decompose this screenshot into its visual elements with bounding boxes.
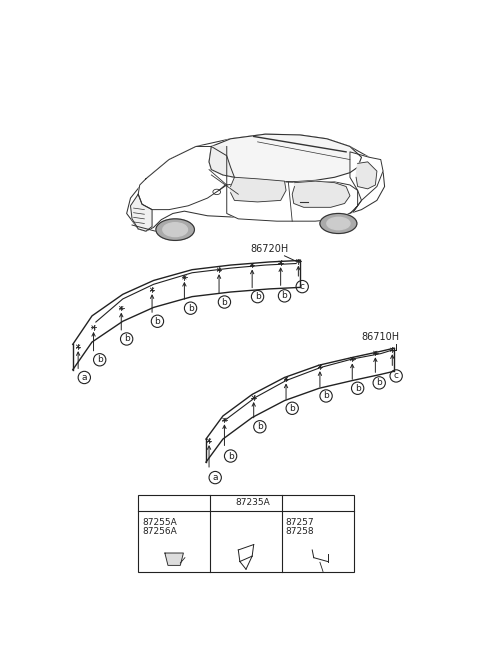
Text: b: b — [188, 304, 193, 313]
Text: b: b — [155, 317, 160, 326]
Text: a: a — [82, 373, 87, 382]
Text: a: a — [151, 499, 157, 508]
Text: c: c — [394, 371, 399, 380]
Polygon shape — [209, 146, 234, 177]
Text: 87235A: 87235A — [235, 499, 270, 508]
Text: b: b — [222, 298, 228, 306]
Text: b: b — [257, 422, 263, 431]
Bar — [138, 495, 354, 571]
Polygon shape — [227, 181, 361, 221]
Text: b: b — [282, 291, 288, 300]
Polygon shape — [230, 177, 286, 202]
Ellipse shape — [163, 222, 188, 237]
Text: 87257: 87257 — [286, 518, 314, 527]
Text: b: b — [222, 499, 228, 508]
Polygon shape — [73, 260, 300, 370]
Text: 86720H: 86720H — [250, 244, 288, 255]
Ellipse shape — [320, 213, 357, 234]
Polygon shape — [138, 146, 227, 210]
Polygon shape — [350, 152, 383, 213]
Polygon shape — [127, 134, 384, 231]
Text: c: c — [295, 499, 300, 508]
Ellipse shape — [327, 217, 350, 230]
Text: 86710H: 86710H — [362, 332, 400, 342]
Polygon shape — [165, 553, 183, 565]
Text: b: b — [376, 379, 382, 388]
Text: b: b — [255, 292, 261, 301]
Text: 87256A: 87256A — [142, 527, 177, 536]
Text: b: b — [355, 384, 360, 393]
Text: b: b — [124, 335, 130, 344]
Text: b: b — [289, 404, 295, 413]
Polygon shape — [292, 181, 350, 207]
Ellipse shape — [156, 219, 194, 240]
Text: b: b — [97, 356, 103, 364]
Text: a: a — [213, 473, 218, 482]
Text: b: b — [228, 451, 233, 461]
Polygon shape — [131, 194, 152, 231]
Text: c: c — [300, 282, 305, 291]
Polygon shape — [356, 162, 377, 189]
Text: 87258: 87258 — [286, 527, 314, 536]
Polygon shape — [209, 134, 361, 182]
Polygon shape — [206, 348, 394, 462]
Text: 87255A: 87255A — [142, 518, 177, 527]
Text: b: b — [323, 392, 329, 400]
